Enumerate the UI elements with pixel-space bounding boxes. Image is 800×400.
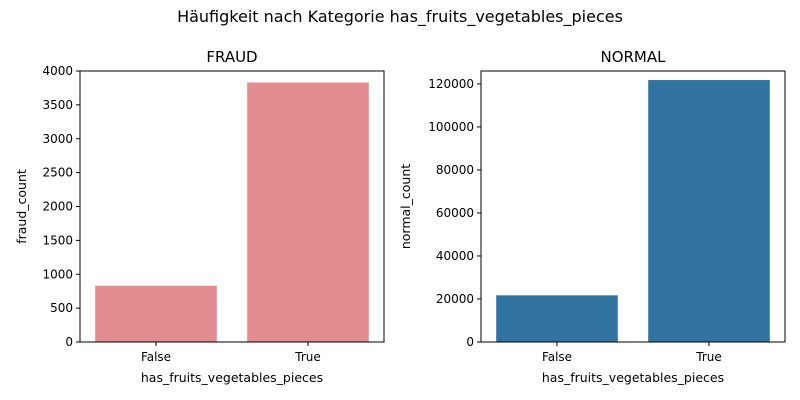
x-axis-label-fraud: has_fruits_vegetables_pieces (141, 370, 323, 385)
y-tick-label-normal: 20000 (436, 292, 474, 306)
x-tick-label-fraud: False (141, 350, 171, 364)
y-tick-label-normal: 0 (466, 335, 474, 349)
y-tick-label-fraud: 500 (50, 301, 73, 315)
y-tick-label-fraud: 4000 (42, 64, 73, 78)
x-tick-label-normal: False (542, 350, 572, 364)
y-tick-label-fraud: 2500 (42, 166, 73, 180)
y-axis-label-fraud: fraud_count (14, 169, 29, 244)
x-tick-label-normal: True (695, 350, 722, 364)
bar-fraud-false (95, 285, 217, 342)
y-tick-label-fraud: 0 (65, 335, 73, 349)
panel-title-fraud: FRAUD (206, 48, 257, 66)
bar-normal-true (648, 80, 770, 342)
y-tick-label-fraud: 1500 (42, 233, 73, 247)
y-tick-label-fraud: 3000 (42, 132, 73, 146)
y-tick-label-fraud: 1000 (42, 267, 73, 281)
y-tick-label-fraud: 2000 (42, 200, 73, 214)
y-tick-label-normal: 100000 (428, 120, 474, 134)
bar-fraud-true (247, 82, 369, 343)
x-tick-label-fraud: True (294, 350, 321, 364)
y-tick-label-normal: 40000 (436, 249, 474, 263)
chart-panel-fraud: 0 500 1000 1500 2000 2500 3000 3500 4000 False Tru… (14, 48, 385, 385)
figure-title: Häufigkeit nach Kategorie has_fruits_veg… (177, 7, 623, 27)
y-tick-label-normal: 80000 (436, 163, 474, 177)
panel-title-normal: NORMAL (600, 48, 666, 66)
y-tick-label-fraud: 3500 (42, 98, 73, 112)
plot-frame-normal (480, 70, 786, 343)
y-tick-label-normal: 60000 (436, 206, 474, 220)
chart-panel-normal: 0 20000 40000 60000 80000 100000 120000 False Tr… (398, 48, 786, 385)
bar-normal-false (496, 295, 618, 342)
y-tick-label-normal: 120000 (428, 77, 474, 91)
x-axis-label-normal: has_fruits_vegetables_pieces (542, 370, 724, 385)
y-axis-label-normal: normal_count (398, 164, 413, 249)
